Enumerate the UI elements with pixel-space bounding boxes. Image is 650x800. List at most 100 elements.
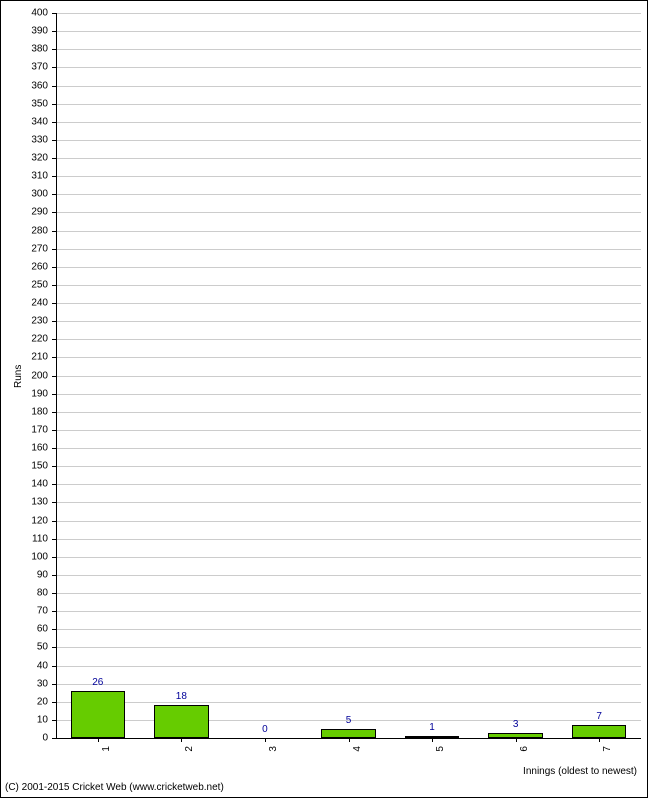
gridline [56, 13, 641, 14]
ytick-label: 230 [1, 316, 48, 327]
ytick-label: 310 [1, 171, 48, 182]
ytick-label: 150 [1, 461, 48, 472]
ytick-label: 20 [1, 696, 48, 707]
ytick-label: 170 [1, 424, 48, 435]
gridline [56, 140, 641, 141]
xtick-label: 3 [268, 746, 279, 786]
gridline [56, 539, 641, 540]
gridline [56, 67, 641, 68]
ytick-label: 350 [1, 98, 48, 109]
x-axis-label: Innings (oldest to newest) [523, 766, 637, 777]
gridline [56, 466, 641, 467]
bar-value-label: 0 [262, 724, 268, 735]
chart-frame: 261805137 Runs Innings (oldest to newest… [0, 0, 648, 798]
gridline [56, 194, 641, 195]
gridline [56, 321, 641, 322]
gridline [56, 49, 641, 50]
ytick-label: 80 [1, 588, 48, 599]
y-axis [56, 13, 57, 738]
gridline [56, 122, 641, 123]
xtick-mark [265, 738, 266, 742]
xtick-label: 7 [602, 746, 613, 786]
gridline [56, 86, 641, 87]
ytick-label: 300 [1, 189, 48, 200]
bar [321, 729, 375, 738]
gridline [56, 158, 641, 159]
bar-value-label: 3 [513, 719, 519, 730]
ytick-label: 10 [1, 714, 48, 725]
ytick-label: 320 [1, 153, 48, 164]
gridline [56, 684, 641, 685]
ytick-label: 270 [1, 243, 48, 254]
gridline [56, 593, 641, 594]
gridline [56, 176, 641, 177]
gridline [56, 611, 641, 612]
gridline [56, 212, 641, 213]
xtick-mark [599, 738, 600, 742]
ytick-label: 220 [1, 334, 48, 345]
gridline [56, 231, 641, 232]
bar-value-label: 18 [176, 691, 187, 702]
ytick-label: 160 [1, 443, 48, 454]
ytick-label: 180 [1, 406, 48, 417]
ytick-label: 100 [1, 551, 48, 562]
ytick-label: 0 [1, 733, 48, 744]
ytick-label: 370 [1, 62, 48, 73]
gridline [56, 647, 641, 648]
bar-value-label: 1 [429, 722, 435, 733]
gridline [56, 484, 641, 485]
ytick-label: 110 [1, 533, 48, 544]
ytick-label: 50 [1, 642, 48, 653]
bar [572, 725, 626, 738]
ytick-label: 140 [1, 479, 48, 490]
xtick-mark [432, 738, 433, 742]
ytick-label: 90 [1, 569, 48, 580]
bar [71, 691, 125, 738]
ytick-label: 260 [1, 261, 48, 272]
gridline [56, 376, 641, 377]
ytick-label: 390 [1, 26, 48, 37]
xtick-label: 4 [352, 746, 363, 786]
xtick-label: 1 [101, 746, 112, 786]
ytick-label: 30 [1, 678, 48, 689]
ytick-label: 60 [1, 624, 48, 635]
plot-area: 26 18 0 5 1 3 7 [56, 13, 641, 738]
bar-value-label: 7 [596, 711, 602, 722]
xtick-mark [181, 738, 182, 742]
gridline [56, 31, 641, 32]
ytick-label: 200 [1, 370, 48, 381]
gridline [56, 575, 641, 576]
ytick-label: 380 [1, 44, 48, 55]
ytick-label: 130 [1, 497, 48, 508]
ytick-label: 290 [1, 207, 48, 218]
gridline [56, 430, 641, 431]
ytick-label: 210 [1, 352, 48, 363]
gridline [56, 557, 641, 558]
gridline [56, 357, 641, 358]
bar-value-label: 26 [92, 677, 103, 688]
ytick-label: 40 [1, 660, 48, 671]
xtick-label: 6 [519, 746, 530, 786]
ytick-label: 240 [1, 298, 48, 309]
gridline [56, 303, 641, 304]
ytick-label: 330 [1, 134, 48, 145]
xtick-label: 5 [435, 746, 446, 786]
xtick-mark [349, 738, 350, 742]
bar [154, 705, 208, 738]
bar-value-label: 5 [346, 715, 352, 726]
xtick-mark [98, 738, 99, 742]
gridline [56, 249, 641, 250]
xtick-mark [516, 738, 517, 742]
gridline [56, 104, 641, 105]
gridline [56, 339, 641, 340]
gridline [56, 267, 641, 268]
ytick-label: 400 [1, 8, 48, 19]
ytick-label: 190 [1, 388, 48, 399]
ytick-label: 360 [1, 80, 48, 91]
ytick-label: 280 [1, 225, 48, 236]
gridline [56, 629, 641, 630]
gridline [56, 521, 641, 522]
gridline [56, 448, 641, 449]
gridline [56, 394, 641, 395]
gridline [56, 412, 641, 413]
